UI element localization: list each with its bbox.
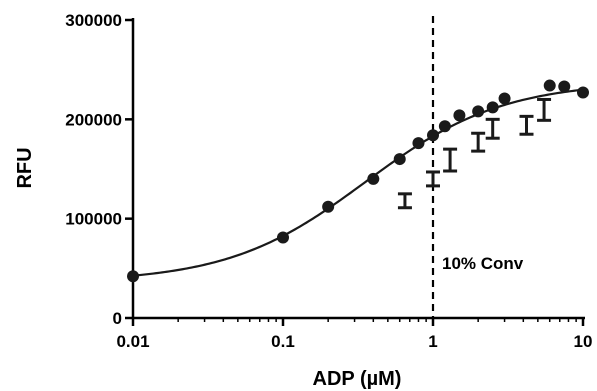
error-bar (426, 170, 440, 188)
data-point (277, 231, 289, 244)
data-point (412, 137, 425, 150)
data-point (472, 105, 485, 118)
data-points-group (127, 79, 589, 283)
data-point (498, 92, 511, 105)
data-point (486, 101, 499, 114)
fit-curve (132, 88, 584, 277)
data-point (438, 120, 451, 133)
data-point (558, 80, 571, 93)
error-bar (443, 147, 458, 173)
error-bar (519, 114, 534, 136)
data-point (577, 86, 589, 99)
data-point (393, 153, 406, 166)
axes-group (125, 18, 585, 326)
y-tick-label: 0 (113, 309, 122, 328)
data-point (453, 109, 466, 122)
fit-curve-group (132, 88, 584, 277)
tick-labels-group: 0 100000 200000 300000 0.01 0.1 1 10 (65, 11, 592, 351)
data-point (127, 270, 139, 283)
x-tick-label: 0.1 (271, 332, 295, 351)
y-tick-label: 100000 (65, 210, 122, 229)
vline-label: 10% Conv (442, 254, 524, 273)
error-bars-group (397, 97, 552, 210)
data-point (427, 129, 439, 142)
y-axis-title: RFU (14, 147, 36, 188)
y-tick-label: 300000 (65, 11, 122, 30)
x-tick-label: 0.01 (116, 332, 149, 351)
x-tick-label: 10 (574, 332, 593, 351)
data-point (543, 79, 556, 92)
x-tick-label: 1 (428, 332, 437, 351)
data-point (322, 200, 335, 213)
error-bar (537, 97, 552, 122)
x-axis-title: ADP (µM) (313, 368, 402, 390)
error-bar (485, 117, 500, 140)
y-tick-label: 200000 (65, 110, 122, 129)
error-bar (471, 131, 486, 153)
error-bar (397, 192, 412, 210)
data-point (367, 172, 380, 185)
